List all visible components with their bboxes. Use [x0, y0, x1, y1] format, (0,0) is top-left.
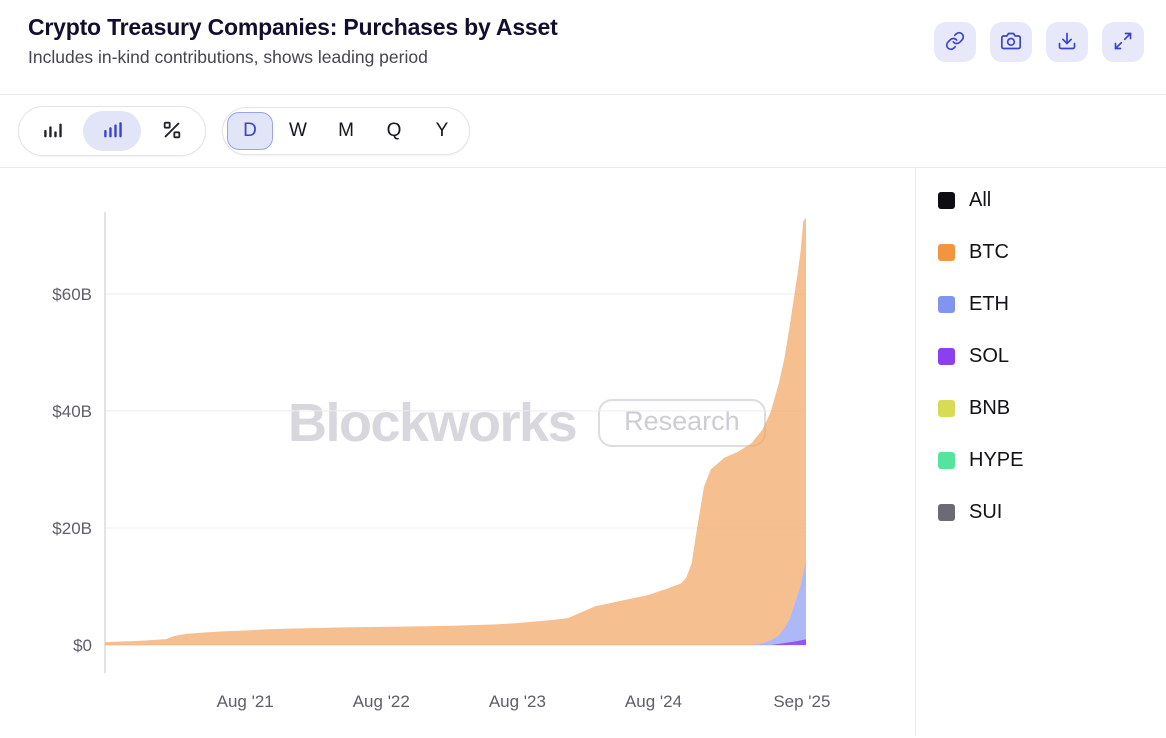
- y-tick-label: $20B: [52, 519, 92, 538]
- download-button[interactable]: [1046, 22, 1088, 62]
- period-m[interactable]: M: [323, 112, 369, 150]
- legend-item-eth[interactable]: ETH: [938, 278, 1166, 330]
- copy-link-button[interactable]: [934, 22, 976, 62]
- legend-label: HYPE: [969, 448, 1024, 471]
- y-tick-label: $0: [73, 636, 92, 655]
- period-w[interactable]: W: [275, 112, 321, 150]
- legend-swatch: [938, 399, 955, 417]
- x-tick-label: Aug '22: [353, 692, 410, 711]
- camera-icon: [1001, 31, 1021, 54]
- legend: All BTC ETH SOL BNB HYPE SUI: [916, 168, 1166, 736]
- legend-swatch: [938, 451, 955, 469]
- header-titles: Crypto Treasury Companies: Purchases by …: [28, 14, 558, 94]
- legend-label: BTC: [969, 240, 1009, 263]
- x-tick-label: Aug '21: [217, 692, 274, 711]
- main: Blockworks Research $0 $20B $40B $60B Aug '2…: [0, 168, 1166, 736]
- page-subtitle: Includes in-kind contributions, shows le…: [28, 47, 428, 67]
- period-d[interactable]: D: [227, 112, 273, 150]
- y-tick-label: $60B: [52, 285, 92, 304]
- expand-icon: [1113, 31, 1133, 54]
- legend-swatch: [938, 503, 955, 521]
- legend-label: BNB: [969, 396, 1011, 419]
- x-tick-label: Sep '25: [773, 692, 830, 711]
- bar-chart-icon: [41, 119, 63, 144]
- chart-type-bar[interactable]: [23, 111, 81, 151]
- y-tick-label: $40B: [52, 402, 92, 421]
- watermark-brand: Blockworks: [288, 393, 578, 453]
- legend-item-sol[interactable]: SOL: [938, 330, 1166, 382]
- chart-type-group: [18, 106, 206, 156]
- page-title: Crypto Treasury Companies: Purchases by …: [28, 14, 558, 40]
- legend-label: ETH: [969, 292, 1009, 315]
- legend-swatch: [938, 295, 955, 313]
- download-icon: [1057, 31, 1077, 54]
- fullscreen-button[interactable]: [1102, 22, 1144, 62]
- header-actions: [934, 14, 1144, 94]
- x-tick-label: Aug '23: [489, 692, 546, 711]
- x-tick-label: Aug '24: [625, 692, 682, 711]
- screenshot-button[interactable]: [990, 22, 1032, 62]
- legend-item-bnb[interactable]: BNB: [938, 382, 1166, 434]
- legend-swatch: [938, 347, 955, 365]
- legend-label: SOL: [969, 344, 1010, 367]
- chart-type-stacked-bar[interactable]: [83, 111, 141, 151]
- legend-swatch: [938, 191, 955, 209]
- header: Crypto Treasury Companies: Purchases by …: [0, 0, 1166, 95]
- legend-label: SUI: [969, 500, 1003, 523]
- legend-item-sui[interactable]: SUI: [938, 486, 1166, 538]
- chart-canvas[interactable]: $0 $20B $40B $60B Aug '21 Aug '22 Aug '23 Aug '…: [0, 168, 915, 736]
- legend-item-btc[interactable]: BTC: [938, 226, 1166, 278]
- period-y[interactable]: Y: [419, 112, 465, 150]
- chart-type-percent[interactable]: [143, 111, 201, 151]
- legend-item-all[interactable]: All: [938, 174, 1166, 226]
- legend-item-hype[interactable]: HYPE: [938, 434, 1166, 486]
- chart-panel: Blockworks Research $0 $20B $40B $60B Aug '2…: [0, 168, 916, 736]
- period-q[interactable]: Q: [371, 112, 417, 150]
- percent-change-icon: [161, 119, 183, 144]
- legend-swatch: [938, 243, 955, 261]
- legend-label: All: [969, 188, 992, 211]
- area-btc: [105, 217, 806, 645]
- link-icon: [945, 31, 965, 54]
- stacked-bar-chart-icon: [101, 119, 123, 144]
